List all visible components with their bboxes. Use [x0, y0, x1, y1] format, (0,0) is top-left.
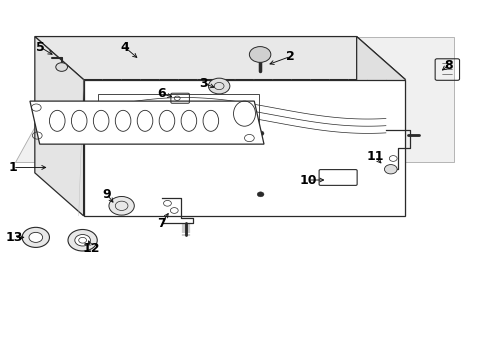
Circle shape [29, 232, 42, 242]
Text: 11: 11 [366, 150, 383, 163]
Text: 7: 7 [157, 216, 165, 230]
Polygon shape [15, 37, 453, 162]
Text: 13: 13 [6, 231, 23, 244]
Text: 8: 8 [443, 59, 452, 72]
Circle shape [56, 63, 67, 71]
Circle shape [68, 229, 97, 251]
Text: 9: 9 [102, 188, 111, 201]
Polygon shape [35, 37, 405, 80]
Circle shape [257, 192, 264, 197]
Circle shape [109, 197, 134, 215]
Text: 6: 6 [157, 87, 165, 100]
Bar [98, 94, 259, 137]
Text: 4: 4 [121, 41, 129, 54]
Text: 2: 2 [286, 50, 295, 63]
Circle shape [257, 131, 264, 136]
Circle shape [22, 227, 49, 247]
Polygon shape [83, 80, 405, 216]
Polygon shape [30, 101, 264, 144]
Circle shape [208, 78, 229, 94]
Text: 1: 1 [8, 161, 17, 174]
Polygon shape [356, 37, 405, 216]
Circle shape [75, 234, 90, 246]
Text: 12: 12 [82, 242, 100, 255]
Circle shape [96, 131, 103, 136]
Polygon shape [35, 37, 83, 216]
Text: 3: 3 [198, 77, 207, 90]
Text: 10: 10 [299, 174, 316, 186]
Text: 5: 5 [36, 41, 45, 54]
Circle shape [384, 165, 396, 174]
Circle shape [249, 46, 270, 62]
